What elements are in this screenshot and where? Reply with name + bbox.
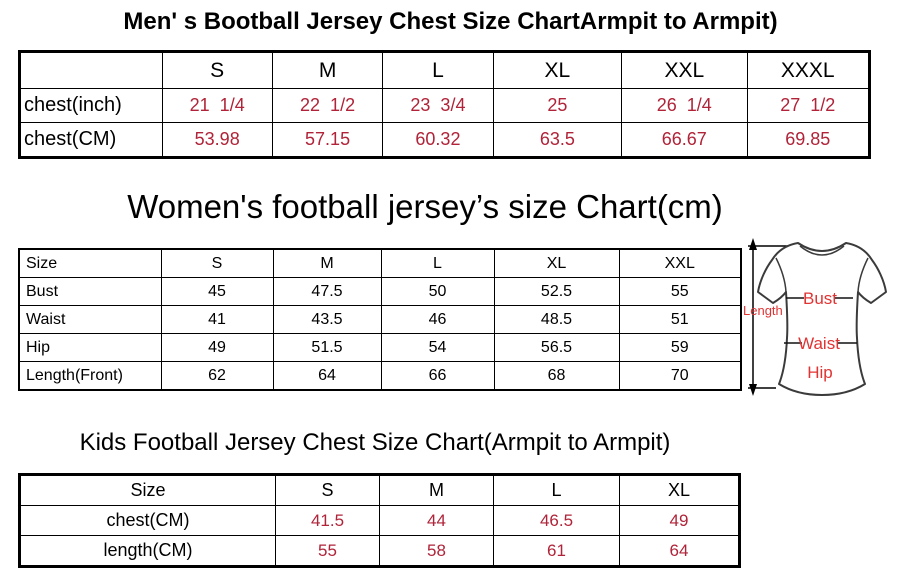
tshirt-outline-icon <box>748 238 887 396</box>
size-value-cell: 44 <box>379 505 494 536</box>
size-value-cell: 46.5 <box>493 505 620 536</box>
bust-label: Bust <box>802 289 838 308</box>
size-column-header: XXL <box>618 248 742 278</box>
size-value-cell: 46 <box>380 305 495 334</box>
size-value-cell: 50 <box>380 277 495 306</box>
size-column-header: S <box>160 248 274 278</box>
size-value-cell: 64 <box>619 535 740 567</box>
size-value-cell: 41.5 <box>275 505 380 536</box>
size-value-cell: 57.15 <box>271 122 384 158</box>
row-label: chest(inch) <box>19 88 163 123</box>
men-chart-title: Men' s Bootball Jersey Chest Size ChartA… <box>123 8 778 35</box>
row-label: length(CM) <box>19 535 276 567</box>
row-label: Bust <box>18 277 162 306</box>
size-column-header: M <box>271 51 384 89</box>
kids-table-header-row: Size S M L XL <box>19 474 740 506</box>
tshirt-measurement-diagram: Length Bust Waist Hip <box>740 232 901 400</box>
size-value-cell: 58 <box>379 535 494 567</box>
size-column-header: S <box>275 474 380 506</box>
size-value-cell: 68 <box>493 361 620 391</box>
men-table-header-row: S M L XL XXL XXXL <box>19 51 871 89</box>
size-value-cell: 21 1/4 <box>161 88 273 123</box>
size-value-cell: 22 1/2 <box>271 88 384 123</box>
size-column-header: XXXL <box>746 51 871 89</box>
size-column-header: XL <box>492 51 623 89</box>
size-column-header: Size <box>18 248 162 278</box>
size-value-cell: 54 <box>380 333 495 362</box>
size-value-cell: 64 <box>272 361 382 391</box>
size-column-header: XXL <box>621 51 748 89</box>
size-column-header: XL <box>619 474 740 506</box>
size-value-cell: 25 <box>492 88 623 123</box>
kids-chart-title: Kids Football Jersey Chest Size Chart(Ar… <box>79 429 671 456</box>
row-label: chest(CM) <box>19 505 276 536</box>
size-value-cell: 41 <box>160 305 274 334</box>
kids-length-row: length(CM) 55 58 61 64 <box>19 535 740 567</box>
men-chest-inch-row: chest(inch) 21 1/4 22 1/2 23 3/4 25 26 1… <box>19 88 871 123</box>
hip-label: Hip <box>807 363 833 382</box>
size-column-header <box>19 51 163 89</box>
men-chest-cm-row: chest(CM) 53.98 57.15 60.32 63.5 66.67 6… <box>19 122 871 158</box>
size-value-cell: 49 <box>160 333 274 362</box>
size-value-cell: 62 <box>160 361 274 391</box>
size-value-cell: 27 1/2 <box>746 88 871 123</box>
size-value-cell: 59 <box>618 333 742 362</box>
size-value-cell: 66 <box>380 361 495 391</box>
size-column-header: L <box>493 474 620 506</box>
size-column-header: S <box>161 51 273 89</box>
size-column-header: Size <box>19 474 276 506</box>
size-value-cell: 53.98 <box>161 122 273 158</box>
size-value-cell: 47.5 <box>272 277 382 306</box>
size-value-cell: 43.5 <box>272 305 382 334</box>
size-value-cell: 51.5 <box>272 333 382 362</box>
size-value-cell: 63.5 <box>492 122 623 158</box>
size-value-cell: 55 <box>275 535 380 567</box>
waist-label: Waist <box>798 334 840 353</box>
kids-chest-row: chest(CM) 41.5 44 46.5 49 <box>19 505 740 536</box>
women-length-row: Length(Front) 62 64 66 68 70 <box>18 361 742 391</box>
size-value-cell: 23 3/4 <box>382 88 494 123</box>
size-value-cell: 26 1/4 <box>621 88 748 123</box>
kids-size-table: Size S M L XL chest(CM) 41.5 44 46.5 49 … <box>18 473 741 568</box>
size-column-header: L <box>380 248 495 278</box>
size-value-cell: 70 <box>618 361 742 391</box>
size-column-header: M <box>272 248 382 278</box>
row-label: Length(Front) <box>18 361 162 391</box>
women-table-header-row: Size S M L XL XXL <box>18 248 742 278</box>
row-label: Waist <box>18 305 162 334</box>
row-label: Hip <box>18 333 162 362</box>
men-size-table: S M L XL XXL XXXL chest(inch) 21 1/4 22 … <box>18 50 871 159</box>
size-value-cell: 60.32 <box>382 122 494 158</box>
women-size-table: Size S M L XL XXL Bust 45 47.5 50 52.5 5… <box>18 248 742 391</box>
size-column-header: M <box>379 474 494 506</box>
women-waist-row: Waist 41 43.5 46 48.5 51 <box>18 305 742 334</box>
size-value-cell: 61 <box>493 535 620 567</box>
size-value-cell: 48.5 <box>493 305 620 334</box>
size-column-header: XL <box>493 248 620 278</box>
size-value-cell: 56.5 <box>493 333 620 362</box>
size-value-cell: 45 <box>160 277 274 306</box>
women-hip-row: Hip 49 51.5 54 56.5 59 <box>18 333 742 362</box>
size-column-header: L <box>382 51 494 89</box>
size-value-cell: 69.85 <box>746 122 871 158</box>
length-label: Length <box>743 303 783 318</box>
women-chart-title: Women's football jersey’s size Chart(cm) <box>127 188 723 225</box>
row-label: chest(CM) <box>19 122 163 158</box>
size-value-cell: 51 <box>618 305 742 334</box>
size-value-cell: 49 <box>619 505 740 536</box>
size-value-cell: 66.67 <box>621 122 748 158</box>
size-value-cell: 52.5 <box>493 277 620 306</box>
size-value-cell: 55 <box>618 277 742 306</box>
women-bust-row: Bust 45 47.5 50 52.5 55 <box>18 277 742 306</box>
